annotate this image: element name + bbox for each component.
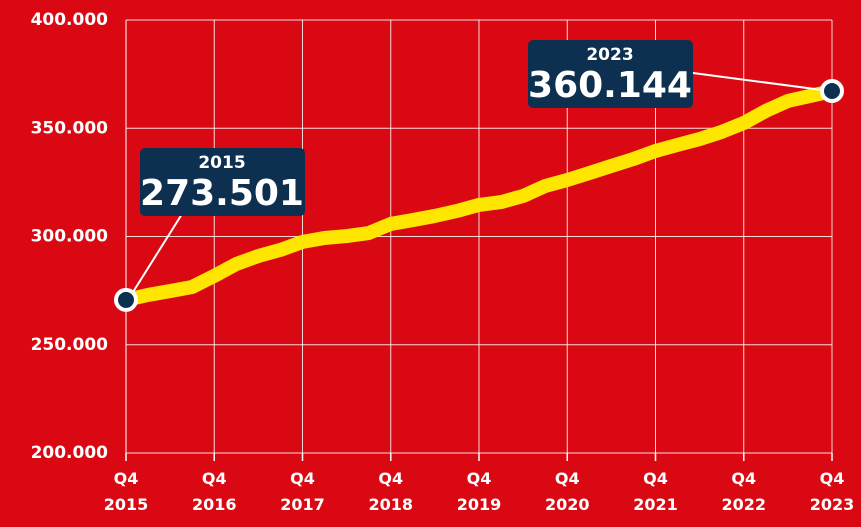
x-tick-label: Q4 2021 <box>633 469 678 514</box>
leader-line <box>127 213 183 301</box>
annotation-box <box>140 148 305 216</box>
annotation-box <box>528 40 693 108</box>
y-tick-label: 250.000 <box>31 335 109 355</box>
y-tick-label: 200.000 <box>31 443 109 463</box>
x-tick-label: Q4 2022 <box>721 469 767 514</box>
x-tick-label: Q4 2016 <box>191 469 237 514</box>
x-tick-label: Q4 2015 <box>103 469 149 514</box>
x-tick-label: Q4 2020 <box>544 469 590 514</box>
x-tick-label: Q4 2017 <box>280 469 325 514</box>
annotation-value: 360.144 <box>528 65 692 106</box>
annotation-year: 2023 <box>586 45 633 65</box>
highlight-point <box>820 79 844 104</box>
annotation-value: 273.501 <box>140 173 304 214</box>
y-tick-label: 400.000 <box>31 10 109 30</box>
data-line <box>119 84 839 307</box>
highlight-point <box>114 287 138 312</box>
leader-line <box>692 72 831 92</box>
y-tick-label: 300.000 <box>31 227 109 247</box>
annotation-year: 2015 <box>198 153 245 173</box>
x-tick-label: Q4 2023 <box>809 469 855 514</box>
x-tick-label: Q4 2018 <box>368 469 414 514</box>
x-tick-label: Q4 2019 <box>456 469 502 514</box>
y-tick-label: 350.000 <box>31 118 109 138</box>
